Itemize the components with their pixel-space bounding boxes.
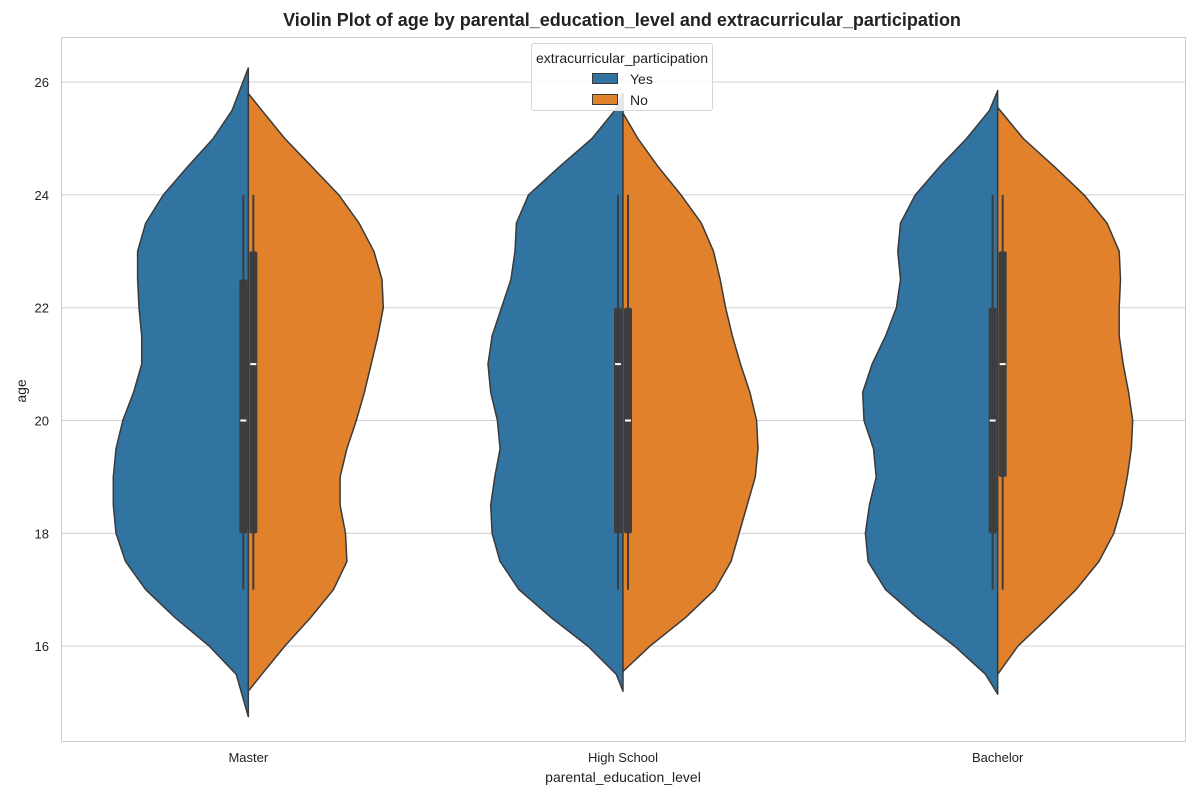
iqr-box-yes (614, 307, 622, 534)
iqr-box-yes (239, 279, 248, 534)
legend-label-yes: Yes (630, 71, 653, 87)
x-tick-label: Bachelor (972, 750, 1024, 765)
violin-yes-high-school (487, 92, 624, 692)
x-tick-label: High School (588, 750, 658, 765)
iqr-box-no (249, 251, 258, 534)
chart-title: Violin Plot of age by parental_education… (283, 10, 961, 30)
violin-no-bachelor (996, 106, 1134, 676)
y-axis-title: age (13, 379, 29, 403)
y-tick-label: 22 (35, 301, 49, 316)
y-tick-label: 26 (35, 75, 49, 90)
violin-no-master (247, 92, 385, 692)
legend-swatch-yes (592, 73, 618, 84)
legend-swatch-no (592, 94, 618, 105)
violin-no-high-school (622, 112, 759, 673)
x-tick-label: Master (228, 750, 268, 765)
legend-label-no: No (630, 92, 648, 108)
violin-yes-bachelor (861, 89, 999, 695)
legend-title: extracurricular_participation (536, 50, 708, 66)
x-axis-title: parental_education_level (545, 769, 701, 785)
violins (112, 67, 1134, 718)
y-tick-label: 18 (35, 526, 49, 541)
violin-yes-master (112, 67, 250, 718)
legend: extracurricular_participation Yes No (531, 43, 713, 111)
plot-area (61, 37, 1186, 742)
inner-boxes (239, 194, 1007, 590)
y-tick-label: 20 (35, 414, 49, 429)
y-tick-label: 24 (35, 188, 49, 203)
y-tick-label: 16 (35, 639, 49, 654)
axes: 16 18 20 22 24 26 Master High School Bachelor (35, 75, 1024, 765)
